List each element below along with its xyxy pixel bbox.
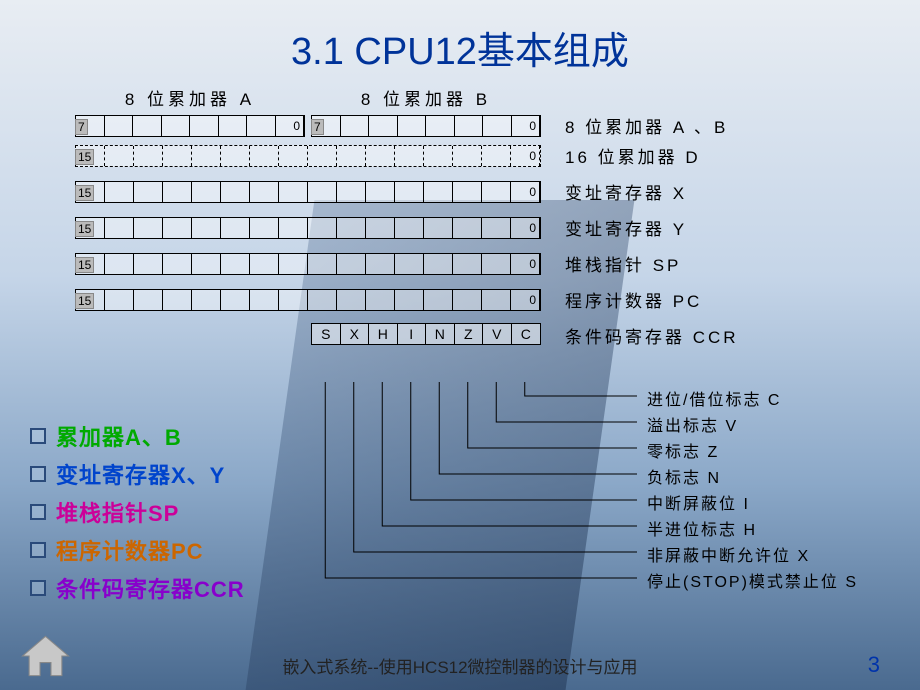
- desc-x: 变址寄存器 X: [565, 179, 687, 204]
- bullet-text: 累加器A、B: [56, 420, 182, 452]
- page-number: 3: [868, 652, 880, 678]
- desc-sp: 堆栈指针 SP: [565, 251, 681, 276]
- header-row: 8 位累加器 A 8 位累加器 B: [75, 85, 865, 110]
- flag-lines: [311, 382, 641, 612]
- ccr-bit-i: I: [398, 324, 427, 344]
- bit-x-low: 0: [527, 185, 538, 199]
- header-a: 8 位累加器 A: [75, 85, 305, 110]
- ccr-boxes: SXHINZVC: [311, 323, 541, 345]
- ccr-bit-x: X: [341, 324, 370, 344]
- reg-y-row: 15 0 变址寄存器 Y: [75, 215, 865, 240]
- flag-label-4: 中断屏蔽位 I: [647, 490, 750, 516]
- bullet-text: 变址寄存器X、Y: [56, 458, 225, 490]
- reg-pc: 15 0: [75, 289, 541, 311]
- home-icon[interactable]: [18, 632, 73, 680]
- reg-sp-row: 15 0 堆栈指针 SP: [75, 251, 865, 276]
- bullet-marker: [30, 428, 46, 444]
- footer-text: 嵌入式系统--使用HCS12微控制器的设计与应用: [0, 653, 920, 678]
- bit-a-low: 0: [291, 119, 302, 133]
- bit-sp-low: 0: [527, 257, 538, 271]
- bullet-3: 程序计数器PC: [30, 534, 245, 566]
- desc-ccr: 条件码寄存器 CCR: [565, 323, 739, 348]
- header-b: 8 位累加器 B: [311, 85, 541, 110]
- register-diagram: 8 位累加器 A 8 位累加器 B 7 0 7 0 8 位累加器 A 、B: [75, 85, 865, 359]
- bullet-marker: [30, 542, 46, 558]
- bullet-marker: [30, 504, 46, 520]
- desc-ab: 8 位累加器 A 、B: [565, 113, 728, 138]
- ccr-bit-s: S: [312, 324, 341, 344]
- bit-d-low: 0: [527, 149, 538, 163]
- bit-d-high: 15: [75, 149, 94, 165]
- ccr-bit-h: H: [369, 324, 398, 344]
- bullet-marker: [30, 580, 46, 596]
- reg-d: 15 0: [75, 145, 541, 167]
- bullet-marker: [30, 466, 46, 482]
- reg-x-row: 15 0 变址寄存器 X: [75, 179, 865, 204]
- slide-content: 3.1 CPU12基本组成 8 位累加器 A 8 位累加器 B 7 0 7 0 …: [0, 0, 920, 690]
- bullet-4: 条件码寄存器CCR: [30, 572, 245, 604]
- flag-label-5: 半进位标志 H: [647, 516, 757, 542]
- reg-b: 7 0: [311, 115, 541, 137]
- bit-sp-high: 15: [75, 257, 94, 273]
- flag-label-2: 零标志 Z: [647, 438, 719, 464]
- slide-title: 3.1 CPU12基本组成: [0, 0, 920, 75]
- flag-label-6: 非屏蔽中断允许位 X: [647, 542, 810, 568]
- bullet-text: 程序计数器PC: [56, 534, 204, 566]
- reg-sp: 15 0: [75, 253, 541, 275]
- bit-pc-high: 15: [75, 293, 94, 309]
- bit-y-high: 15: [75, 221, 94, 237]
- reg-a: 7 0: [75, 115, 305, 137]
- ccr-bit-c: C: [512, 324, 541, 344]
- reg-ccr-row: SXHINZVC 条件码寄存器 CCR: [311, 323, 865, 348]
- bullet-2: 堆栈指针SP: [30, 496, 245, 528]
- bullet-1: 变址寄存器X、Y: [30, 458, 245, 490]
- ccr-bit-n: N: [426, 324, 455, 344]
- reg-y: 15 0: [75, 217, 541, 239]
- ccr-bit-z: Z: [455, 324, 484, 344]
- bit-x-high: 15: [75, 185, 94, 201]
- flag-label-0: 进位/借位标志 C: [647, 386, 781, 412]
- flags-area: 进位/借位标志 C溢出标志 V零标志 Z负标志 N中断屏蔽位 I半进位标志 H非…: [311, 382, 871, 622]
- desc-d: 16 位累加器 D: [565, 143, 701, 168]
- bit-b-low: 0: [527, 119, 538, 133]
- bit-pc-low: 0: [527, 293, 538, 307]
- desc-pc: 程序计数器 PC: [565, 287, 702, 312]
- reg-x: 15 0: [75, 181, 541, 203]
- bullet-text: 条件码寄存器CCR: [56, 572, 245, 604]
- desc-y: 变址寄存器 Y: [565, 215, 687, 240]
- flag-label-7: 停止(STOP)模式禁止位 S: [647, 568, 858, 594]
- bit-y-low: 0: [527, 221, 538, 235]
- ccr-bit-v: V: [483, 324, 512, 344]
- flag-label-3: 负标志 N: [647, 464, 721, 490]
- reg-ab-row: 7 0 7 0 8 位累加器 A 、B: [75, 113, 865, 138]
- reg-d-row: 15 0 16 位累加器 D: [75, 143, 865, 168]
- bullet-list: 累加器A、B 变址寄存器X、Y 堆栈指针SP 程序计数器PC 条件码寄存器CCR: [30, 420, 245, 610]
- bullet-0: 累加器A、B: [30, 420, 245, 452]
- bullet-text: 堆栈指针SP: [56, 496, 179, 528]
- flag-label-1: 溢出标志 V: [647, 412, 738, 438]
- reg-pc-row: 15 0 程序计数器 PC: [75, 287, 865, 312]
